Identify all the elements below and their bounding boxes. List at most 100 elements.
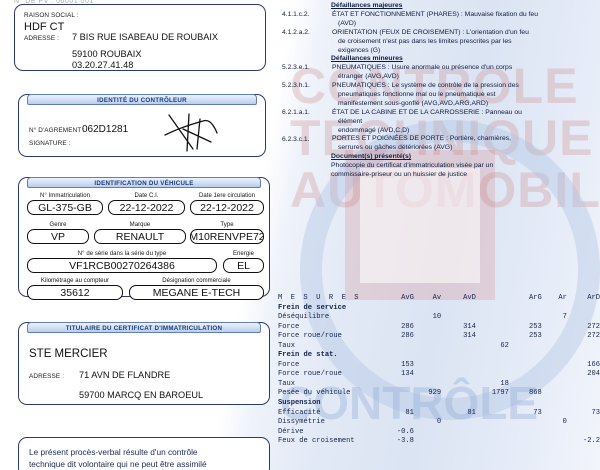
defaillance-cont: serrures ou gâches détériorées (AVG) bbox=[338, 144, 453, 152]
defaillances-mineures-title: Défaillances mineures bbox=[331, 55, 403, 63]
mesures-cell-avd bbox=[441, 437, 476, 447]
mesures-row: Force 286 314 253 272 bbox=[278, 323, 600, 333]
field-type-value: M10RENVPE72 bbox=[190, 229, 264, 244]
mesures-cell-arg: 868 bbox=[529, 389, 542, 398]
raison-social-value: HDF CT bbox=[24, 21, 65, 33]
mesures-row-label: Pesée du véhicule bbox=[278, 389, 351, 398]
mesures-cell-ar bbox=[542, 304, 567, 314]
mesures-cell-av bbox=[414, 399, 441, 409]
mesures-row: Force roue/roue 286 314 253 272 bbox=[278, 332, 600, 342]
mesures-cell-mid bbox=[476, 399, 509, 409]
mesures-cell-av bbox=[414, 351, 441, 361]
field-designation-commerciale-caption: Désignation commerciale bbox=[162, 278, 231, 284]
defaillances-list: Défaillances majeures 4.1.1.c.2. ÉTAT ET… bbox=[282, 2, 598, 180]
left-column: N° DE PV : 00001 001 RAISON SOCIAL : HDF… bbox=[0, 0, 282, 470]
mesures-row-label: Feux de croisement bbox=[278, 437, 355, 446]
mesures-cell-ard: -2.2 bbox=[582, 437, 600, 446]
field-genre[interactable]: Genre VP bbox=[27, 222, 89, 244]
mesures-cell-av: 929 bbox=[428, 389, 442, 398]
mesures-row-label: Frein de stat. bbox=[278, 351, 338, 360]
mesures-cell-ard bbox=[567, 304, 600, 314]
mesures-cell-ar: 0 bbox=[562, 418, 567, 427]
defaillance-row: 6.2.3.c.1. PORTES ET POIGNÉES DE PORTE :… bbox=[282, 135, 598, 144]
mesures-cell-arg bbox=[509, 418, 542, 428]
mesures-row: Frein de service bbox=[278, 304, 600, 314]
field-type-caption: Type bbox=[220, 222, 234, 228]
mesures-cell-mid bbox=[476, 361, 509, 371]
titulaire-nom: STE MERCIER bbox=[29, 348, 108, 360]
mesures-cell-ar bbox=[542, 370, 567, 380]
mesures-cell-ar: 7 bbox=[562, 313, 567, 322]
field-date-1ere-circulation[interactable]: Date 1ere circulation 22-12-2022 bbox=[190, 193, 264, 215]
field-energie-value: EL bbox=[223, 258, 264, 273]
mesures-cell-arg bbox=[509, 304, 542, 314]
field-kilometrage[interactable]: Kilométrage au compteur 35612 bbox=[27, 278, 123, 300]
mesures-row-label: Frein de service bbox=[278, 303, 347, 312]
mesures-cell-ard bbox=[567, 399, 600, 409]
mesures-cell-av bbox=[414, 409, 441, 419]
mesures-row-label: Déséquilibre bbox=[278, 313, 330, 322]
mesures-cell-avd bbox=[441, 380, 476, 390]
mesures-cell-ar bbox=[542, 332, 567, 342]
mesures-cell-avd bbox=[441, 304, 476, 314]
field-energie-caption: Energie bbox=[232, 251, 255, 257]
mesures-row-label: Efficacité bbox=[278, 408, 321, 417]
field-marque[interactable]: Marque RENAULT bbox=[94, 222, 186, 244]
mesures-row: Force roue/roue 134 204 bbox=[278, 370, 600, 380]
mesures-cell-ar bbox=[542, 323, 567, 333]
mesures-header-arg: ArG bbox=[529, 294, 542, 302]
mesures-cell-ard bbox=[567, 313, 600, 323]
defaillance-cont: manifestement sous-gonflé (AVG,AVD,ARG,A… bbox=[338, 99, 489, 107]
mesures-row-label: Force roue/roue bbox=[278, 332, 342, 341]
field-numero-serie[interactable]: N° de série dans la série du type VF1RCB… bbox=[27, 251, 217, 273]
agrement-value: 062D1281 bbox=[82, 124, 129, 135]
mesures-cell-mid bbox=[476, 409, 509, 419]
mesures-cell-mid bbox=[476, 428, 509, 438]
mesures-cell-av bbox=[414, 428, 441, 438]
mesures-cell-av: 10 bbox=[432, 313, 442, 322]
card-titulaire-title: TITULAIRE DU CERTIFICAT D'IMMATRICULATIO… bbox=[27, 322, 261, 333]
mesures-cell-avd bbox=[441, 313, 476, 323]
mesures-row: Taux 62 bbox=[278, 342, 600, 352]
mesures-cell-avd bbox=[441, 361, 476, 371]
document-line: commissaire-priseur ou un huissier de ju… bbox=[331, 170, 467, 178]
mesures-cell-avg bbox=[385, 304, 414, 314]
mesures-row: Dissymétrie 0 0 bbox=[278, 418, 600, 428]
mesures-cell-avg: 153 bbox=[401, 360, 414, 369]
mesures-cell-ar bbox=[542, 399, 567, 409]
mesures-header-avd: AvD bbox=[463, 294, 476, 302]
mesures-cell-ard bbox=[567, 418, 600, 428]
field-immatriculation[interactable]: N° Immatriculation GL-375-GB bbox=[27, 193, 103, 215]
defaillance-row: 5.2.3.h.1. PNEUMATIQUES : Le système de … bbox=[282, 82, 598, 91]
mesures-cell-arg: 73 bbox=[533, 408, 542, 417]
field-type[interactable]: Type M10RENVPE72 bbox=[190, 222, 264, 244]
mesures-cell-mid: 62 bbox=[500, 341, 509, 350]
mesures-row-label: Force roue/roue bbox=[278, 370, 342, 379]
defaillance-cont: (AVD) bbox=[338, 19, 356, 27]
defaillances-majeures-title: Défaillances majeures bbox=[331, 2, 403, 9]
field-energie[interactable]: Energie EL bbox=[223, 251, 264, 273]
mesures-cell-ard bbox=[567, 342, 600, 352]
mesures-cell-ard: 272 bbox=[587, 332, 600, 341]
defaillance-code: 5.2.3.h.1. bbox=[282, 82, 310, 90]
mesures-cell-ar bbox=[542, 380, 567, 390]
field-date-ci[interactable]: Date C.I. 22-12-2022 bbox=[108, 193, 185, 215]
field-designation-commerciale[interactable]: Désignation commerciale MEGANE E-TECH bbox=[129, 278, 264, 300]
mesures-table: M E S U R E S AvG Av AvD ArG Ar ArD Frei… bbox=[278, 294, 600, 447]
mention-line-2: technique dit volontaire qui ne peut êtr… bbox=[29, 458, 207, 469]
mesures-cell-ard: 272 bbox=[587, 322, 600, 331]
defaillance-cont: pneumatiques fonctionne mal ou le pneuma… bbox=[338, 91, 496, 99]
field-designation-commerciale-value: MEGANE E-TECH bbox=[129, 285, 264, 300]
mesures-cell-arg: 253 bbox=[529, 332, 542, 341]
defaillance-text: ÉTAT ET FONCTIONNEMENT (PHARES) : Mauvai… bbox=[332, 10, 538, 18]
mesures-row: Pesée du véhicule 929 1797 868 bbox=[278, 389, 600, 399]
card-entreprise: RAISON SOCIAL : HDF CT ADRESSE : 7 BIS R… bbox=[14, 4, 266, 71]
defaillance-row: 6.2.1.a.1. ÉTAT DE LA CABINE ET DE LA CA… bbox=[282, 109, 598, 118]
mesures-header-ard: ArD bbox=[587, 294, 600, 302]
entreprise-adresse-line1: 7 BIS RUE ISABEAU DE ROUBAIX bbox=[72, 32, 219, 42]
mesures-cell-mid bbox=[476, 418, 509, 428]
mesures-row: Efficacité 81 81 73 73 bbox=[278, 409, 600, 419]
handwritten-signature-icon bbox=[164, 113, 218, 152]
mesures-cell-arg bbox=[509, 361, 542, 371]
mesures-cell-av bbox=[414, 304, 441, 314]
